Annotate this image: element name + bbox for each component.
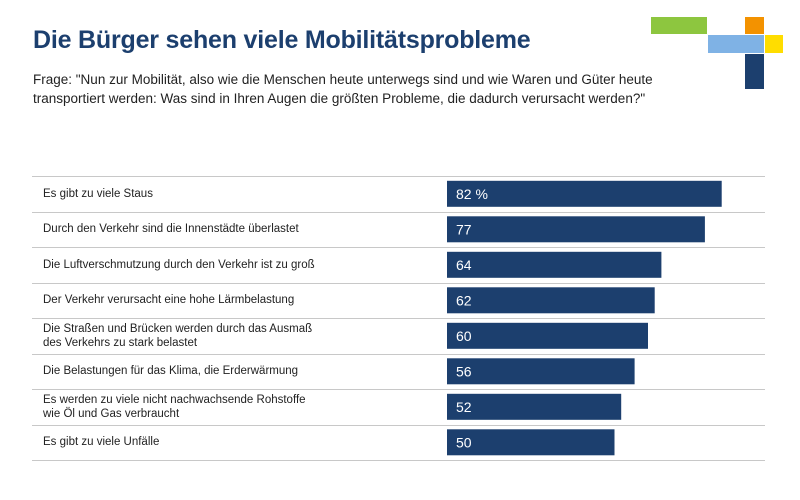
bar-value-label: 52 xyxy=(456,399,472,415)
category-label: Die Straßen und Brücken werden durch das… xyxy=(43,322,403,350)
bar-value-label: 56 xyxy=(456,363,472,379)
chart-title: Die Bürger sehen viele Mobilitätsproblem… xyxy=(33,26,531,54)
category-label: Es werden zu viele nicht nachwachsende R… xyxy=(43,393,403,421)
category-label: Es gibt zu viele Staus xyxy=(43,187,403,201)
bar-7 xyxy=(447,393,622,420)
bar-value-label: 77 xyxy=(456,221,472,237)
category-label-line: wie Öl und Gas verbraucht xyxy=(43,407,180,420)
bar-value-label: 62 xyxy=(456,292,472,308)
bar-value-label: 60 xyxy=(456,328,472,344)
category-label: Durch den Verkehr sind die Innenstädte ü… xyxy=(43,222,403,236)
category-label-line: Es gibt zu viele Staus xyxy=(43,187,153,200)
category-label: Die Luftverschmutzung durch den Verkehr … xyxy=(43,258,403,272)
bar-5 xyxy=(447,322,648,349)
category-label-line: Es gibt zu viele Unfälle xyxy=(43,436,160,449)
category-label-line: Die Luftverschmutzung durch den Verkehr … xyxy=(43,258,315,271)
bar-6 xyxy=(447,358,635,385)
category-label-line: Die Belastungen für das Klima, die Erder… xyxy=(43,365,299,378)
bar-1 xyxy=(447,180,722,207)
bar-8 xyxy=(447,429,615,456)
bar-value-label: 64 xyxy=(456,257,472,273)
category-label-line: Es werden zu viele nicht nachwachsende R… xyxy=(43,393,306,406)
bar-2 xyxy=(447,216,705,243)
category-label: Es gibt zu viele Unfälle xyxy=(43,435,403,449)
category-label-line: des Verkehrs zu stark belastet xyxy=(43,336,198,349)
category-label: Die Belastungen für das Klima, die Erder… xyxy=(43,364,403,378)
survey-question: Frage: "Nun zur Mobilität, also wie die … xyxy=(33,72,653,106)
bar-value-label: 82 % xyxy=(456,186,488,202)
bar-3 xyxy=(447,251,662,278)
category-label-line: Der Verkehr verursacht eine hohe Lärmbel… xyxy=(43,294,295,307)
bar-4 xyxy=(447,287,655,314)
category-label-line: Durch den Verkehr sind die Innenstädte ü… xyxy=(43,223,299,236)
bar-value-label: 50 xyxy=(456,434,472,450)
category-label: Der Verkehr verursacht eine hohe Lärmbel… xyxy=(43,293,403,307)
category-label-line: Die Straßen und Brücken werden durch das… xyxy=(43,322,313,335)
